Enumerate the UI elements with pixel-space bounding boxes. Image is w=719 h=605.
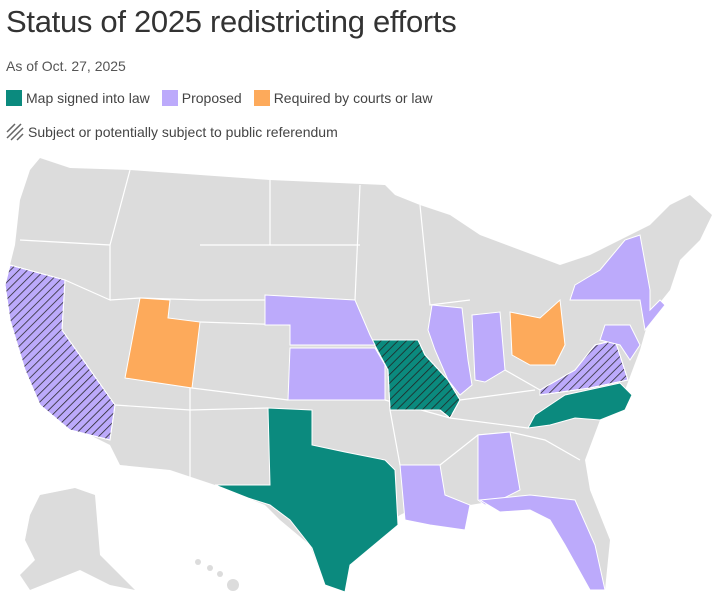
legend-item-required: Required by courts or law	[253, 90, 433, 106]
legend-label: Proposed	[181, 90, 242, 106]
state-florida	[478, 494, 606, 591]
legend-label: Map signed into law	[26, 90, 150, 106]
legend: Map signed into law Proposed Required by…	[6, 90, 432, 106]
legend-item-proposed: Proposed	[161, 90, 242, 106]
state-illinois	[427, 304, 473, 396]
state-north-carolina	[527, 382, 633, 429]
state-louisiana	[399, 464, 471, 531]
state-nebraska	[264, 294, 376, 346]
state-california-hatch	[4, 264, 116, 441]
hatch-icon	[6, 123, 24, 141]
hawaii	[195, 559, 239, 591]
state-ohio	[509, 298, 566, 366]
states-colored	[4, 234, 666, 593]
legend-swatch	[161, 90, 178, 106]
subtitle: As of Oct. 27, 2025	[6, 58, 126, 74]
legend-swatch	[6, 90, 22, 106]
state-virginia-hatch	[539, 339, 629, 396]
alaska	[20, 488, 135, 590]
legend-label: Required by courts or law	[273, 90, 433, 106]
state-indiana	[471, 311, 506, 383]
legend-hatch: Subject or potentially subject to public…	[6, 123, 338, 141]
state-new-york	[569, 234, 666, 332]
state-utah	[124, 297, 201, 389]
legend-item-signed: Map signed into law	[6, 90, 150, 106]
legend-label: Subject or potentially subject to public…	[28, 124, 338, 140]
legend-swatch	[253, 90, 270, 106]
us-map	[4, 158, 712, 593]
chart-title: Status of 2025 redistricting efforts	[6, 4, 457, 39]
state-texas	[214, 407, 399, 593]
state-kansas	[287, 347, 386, 401]
state-missouri-hatch	[371, 339, 461, 419]
state-maryland	[599, 324, 641, 361]
